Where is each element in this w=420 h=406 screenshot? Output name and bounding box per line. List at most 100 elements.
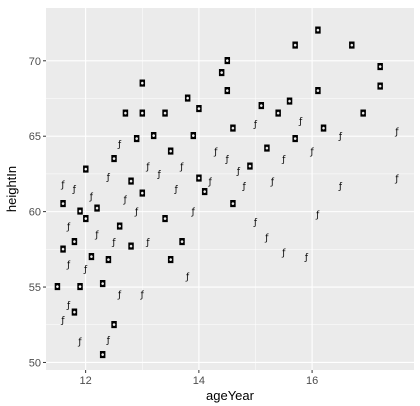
data-point: ƒ bbox=[394, 128, 399, 138]
data-point: ƒ bbox=[338, 132, 343, 142]
data-point: ƒ bbox=[310, 147, 315, 157]
data-point: ◘ bbox=[167, 256, 174, 266]
data-point: ƒ bbox=[264, 233, 269, 243]
data-point: ƒ bbox=[191, 208, 196, 218]
data-point: ƒ bbox=[298, 117, 303, 127]
data-point: ◘ bbox=[320, 125, 327, 135]
data-point: ◘ bbox=[195, 174, 202, 184]
data-point: ◘ bbox=[167, 147, 174, 157]
data-point: ƒ bbox=[106, 336, 111, 346]
data-point: ◘ bbox=[314, 27, 321, 37]
data-point: ◘ bbox=[76, 208, 83, 218]
data-point: ◘ bbox=[258, 102, 265, 112]
data-point: ƒ bbox=[117, 291, 122, 301]
data-point: ◘ bbox=[71, 309, 78, 319]
data-point: ◘ bbox=[99, 351, 106, 361]
data-point: ƒ bbox=[213, 147, 218, 157]
y-tick-label: 50 bbox=[29, 357, 41, 369]
x-tick-label: 14 bbox=[193, 375, 205, 387]
y-axis-title: heightIn bbox=[4, 166, 19, 212]
x-axis-title: ageYear bbox=[206, 388, 255, 403]
data-point: ◘ bbox=[127, 242, 134, 252]
data-point: ◘ bbox=[82, 215, 89, 225]
data-point: ◘ bbox=[286, 98, 293, 108]
data-point: ◘ bbox=[292, 135, 299, 145]
data-point: ◘ bbox=[246, 162, 253, 172]
data-point: ƒ bbox=[117, 140, 122, 150]
data-point: ◘ bbox=[71, 238, 78, 248]
data-point: ƒ bbox=[253, 218, 258, 228]
data-point: ƒ bbox=[89, 193, 94, 203]
data-point: ƒ bbox=[304, 253, 309, 263]
data-point: ◘ bbox=[127, 177, 134, 187]
data-point: ◘ bbox=[110, 155, 117, 165]
data-point: ◘ bbox=[292, 42, 299, 52]
data-point: ◘ bbox=[224, 87, 231, 97]
data-point: ƒ bbox=[208, 177, 213, 187]
data-point: ◘ bbox=[178, 238, 185, 248]
y-tick-label: 55 bbox=[29, 282, 41, 294]
data-point: ◘ bbox=[314, 87, 321, 97]
data-point: ƒ bbox=[60, 180, 65, 190]
data-point: ◘ bbox=[150, 132, 157, 142]
data-point: ◘ bbox=[161, 215, 168, 225]
x-tick-label: 16 bbox=[306, 375, 318, 387]
axis-ticks: 12 14 16 50 55 60 65 70 bbox=[29, 56, 318, 387]
data-point: ƒ bbox=[66, 223, 71, 233]
data-point: ƒ bbox=[179, 162, 184, 172]
x-tick-label: 12 bbox=[80, 375, 92, 387]
data-point: ◘ bbox=[224, 57, 231, 67]
data-point: ◘ bbox=[348, 42, 355, 52]
data-points: ƒƒ◘◘ƒ◘ƒ◘◘ƒ◘◘ƒ◘ƒ◘ƒƒ◘◘ƒ◘◘ƒ◘◘ƒ◘ƒƒ◘ƒƒ◘ƒ◘◘◘◘◘… bbox=[54, 27, 400, 361]
data-point: ƒ bbox=[174, 185, 179, 195]
data-point: ƒ bbox=[145, 238, 150, 248]
data-point: ◘ bbox=[122, 110, 129, 120]
data-point: ƒ bbox=[140, 291, 145, 301]
data-point: ƒ bbox=[281, 248, 286, 258]
data-point: ◘ bbox=[218, 69, 225, 79]
data-point: ƒ bbox=[315, 211, 320, 221]
data-point: ◘ bbox=[88, 253, 95, 263]
data-point: ◘ bbox=[82, 165, 89, 175]
data-point: ◘ bbox=[139, 79, 146, 89]
data-point: ƒ bbox=[66, 260, 71, 270]
data-point: ◘ bbox=[161, 110, 168, 120]
data-point: ƒ bbox=[123, 196, 128, 206]
data-point: ƒ bbox=[94, 230, 99, 240]
grid-lines bbox=[46, 8, 414, 370]
data-point: ◘ bbox=[133, 135, 140, 145]
data-point: ƒ bbox=[281, 155, 286, 165]
data-point: ◘ bbox=[195, 105, 202, 115]
data-point: ◘ bbox=[229, 200, 236, 210]
data-point: ◘ bbox=[99, 280, 106, 290]
data-point: ƒ bbox=[106, 173, 111, 183]
data-point: ◘ bbox=[93, 205, 100, 215]
data-point: ◘ bbox=[376, 63, 383, 73]
data-point: ƒ bbox=[242, 182, 247, 192]
plot-panel bbox=[46, 8, 414, 370]
data-point: ƒ bbox=[134, 208, 139, 218]
data-point: ƒ bbox=[253, 120, 258, 130]
data-point: ◘ bbox=[359, 110, 366, 120]
data-point: ◘ bbox=[275, 110, 282, 120]
data-point: ƒ bbox=[338, 182, 343, 192]
data-point: ƒ bbox=[77, 337, 82, 347]
data-point: ◘ bbox=[59, 200, 66, 210]
data-point: ◘ bbox=[139, 190, 146, 200]
data-point: ƒ bbox=[83, 265, 88, 275]
data-point: ◘ bbox=[116, 223, 123, 233]
y-tick-label: 60 bbox=[29, 207, 41, 219]
data-point: ◘ bbox=[376, 82, 383, 92]
data-point: ◘ bbox=[229, 125, 236, 135]
data-point: ƒ bbox=[72, 185, 77, 195]
data-point: ƒ bbox=[111, 238, 116, 248]
data-point: ◘ bbox=[184, 95, 191, 105]
y-tick-label: 70 bbox=[29, 56, 41, 68]
data-point: ◘ bbox=[59, 245, 66, 255]
data-point: ◘ bbox=[54, 283, 61, 293]
data-point: ◘ bbox=[201, 188, 208, 198]
data-point: ƒ bbox=[236, 167, 241, 177]
data-point: ◘ bbox=[190, 132, 197, 142]
